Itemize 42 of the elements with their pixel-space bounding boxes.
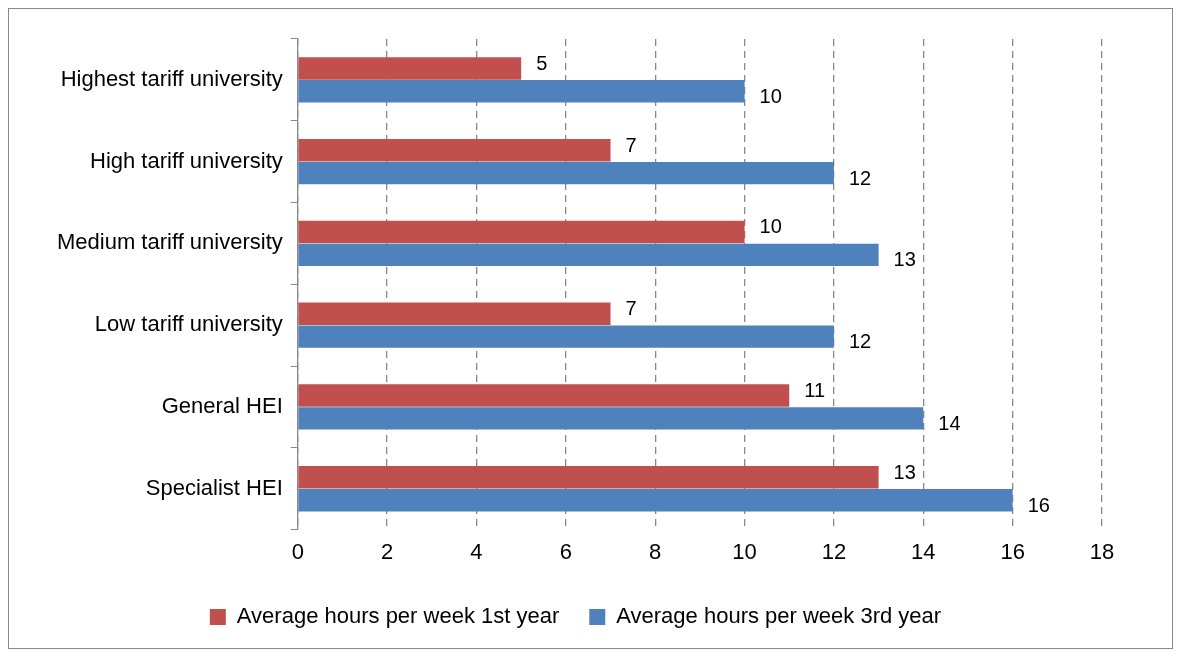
data-label: 7 [625, 133, 637, 156]
x-tick-label: 0 [291, 538, 304, 564]
x-tick-label: 16 [1000, 538, 1025, 564]
y-tick-label: High tariff university [90, 147, 283, 173]
data-label: 11 [804, 379, 826, 402]
bar [298, 243, 879, 267]
bar [298, 325, 834, 348]
x-tick-label: 10 [732, 538, 757, 564]
y-tick-label: Specialist HEI [145, 474, 283, 500]
bar [298, 80, 745, 103]
data-label: 13 [893, 460, 916, 483]
x-tick-label: 8 [649, 538, 662, 564]
data-label: 10 [759, 215, 782, 238]
bar [298, 220, 745, 244]
x-tick-label: 14 [911, 538, 936, 564]
bar [298, 384, 790, 407]
bar [298, 138, 611, 162]
y-tick-label: Medium tariff university [57, 229, 283, 255]
x-tick-label: 18 [1089, 538, 1115, 564]
x-tick-label: 12 [821, 538, 847, 564]
x-tick-label: 6 [559, 538, 572, 564]
bar [298, 488, 1013, 512]
legend-label: Average hours per week 3rd year [616, 603, 942, 629]
data-label: 12 [848, 166, 872, 189]
data-label: 14 [938, 411, 961, 434]
data-label: 5 [536, 51, 548, 74]
legend-label: Average hours per week 1st year [236, 603, 560, 629]
bar [298, 466, 879, 489]
bar [298, 302, 611, 325]
data-label: 10 [759, 84, 782, 107]
data-label: 7 [625, 297, 637, 320]
data-label: 13 [893, 248, 916, 271]
x-tick-label: 4 [470, 538, 483, 564]
y-tick-label: Low tariff university [94, 311, 283, 337]
data-label: 12 [848, 330, 872, 353]
bar [298, 407, 924, 430]
data-label: 16 [1027, 493, 1050, 516]
y-tick-label: General HEI [161, 393, 283, 419]
x-tick-label: 2 [381, 538, 394, 564]
y-tick-label: Highest tariff university [60, 65, 283, 91]
bar [298, 57, 522, 80]
bar [298, 161, 834, 185]
